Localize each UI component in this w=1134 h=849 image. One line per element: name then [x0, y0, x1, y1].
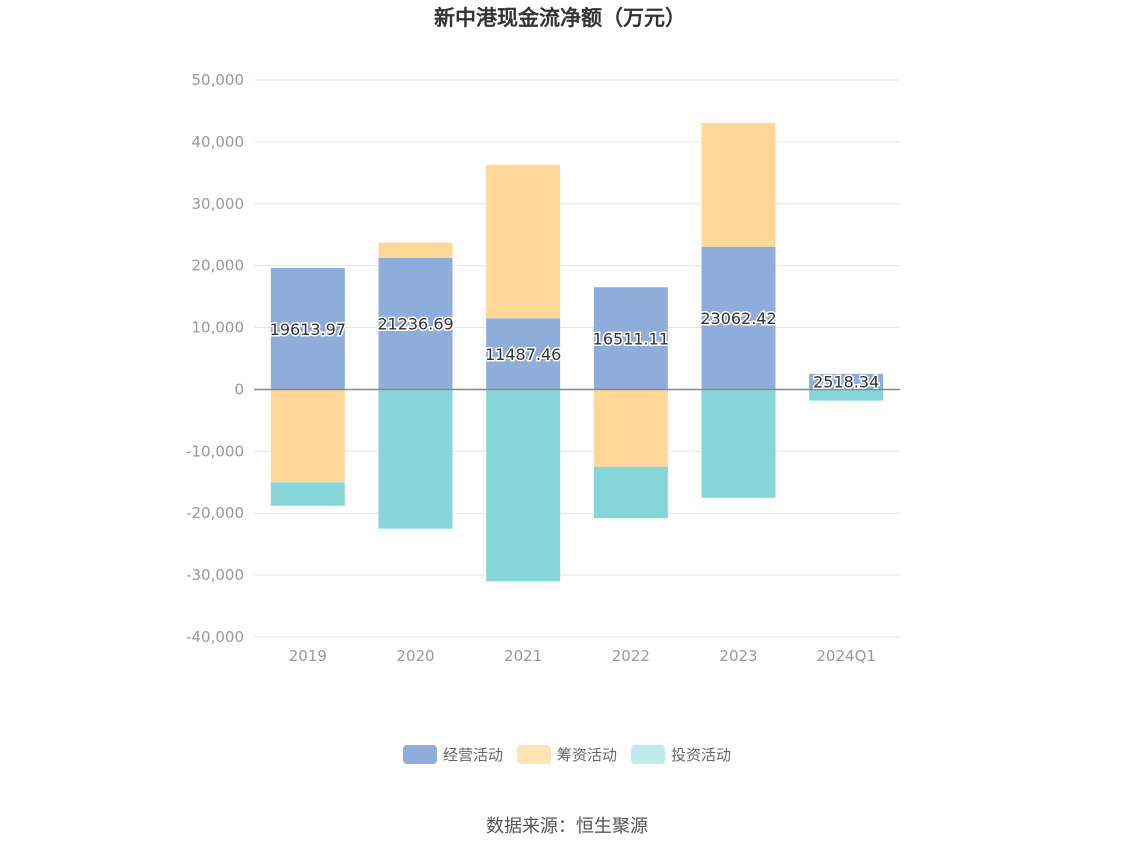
- y-tick-label: 50,000: [192, 71, 245, 89]
- bar-segment: [270, 389, 345, 483]
- y-tick-label: -10,000: [186, 442, 244, 460]
- x-tick-label: 2024Q1: [816, 647, 876, 665]
- bar-segment: [701, 389, 776, 498]
- bar-segment: [486, 164, 561, 319]
- bar-segment: [809, 389, 884, 401]
- legend: 经营活动 筹资活动 投资活动: [0, 744, 1134, 765]
- bar-segment: [378, 242, 453, 259]
- data-label: 19613.97: [270, 320, 346, 339]
- bar-segment: [378, 389, 453, 529]
- legend-swatch-investing: [631, 745, 665, 764]
- legend-label-financing: 筹资活动: [556, 746, 617, 764]
- grid-layer: [254, 79, 900, 638]
- y-tick-label: 20,000: [192, 257, 245, 275]
- bar-segment: [270, 482, 345, 506]
- y-tick-label: -30,000: [186, 566, 244, 584]
- x-tick-label: 2022: [612, 647, 650, 665]
- data-label: 23062.42: [700, 309, 776, 328]
- legend-item-financing[interactable]: 筹资活动: [516, 744, 617, 765]
- bar-segment: [486, 389, 561, 582]
- legend-item-operating[interactable]: 经营活动: [402, 744, 503, 765]
- x-tick-label: 2021: [504, 647, 542, 665]
- legend-swatch-operating: [402, 745, 437, 764]
- bar-segment: [378, 258, 453, 390]
- stacked-bar-chart: 19613.97 21236.69 11487.46 16511.11 23062.42…: [186, 71, 900, 665]
- y-tick-label: 10,000: [192, 319, 245, 337]
- bar-segment: [486, 318, 561, 390]
- x-tick-label: 2020: [396, 647, 434, 665]
- x-tick-label: 2023: [719, 647, 757, 665]
- data-label: 2518.34: [813, 373, 879, 392]
- y-tick-label: 40,000: [192, 133, 245, 151]
- x-tick-label: 2019: [289, 647, 327, 665]
- data-label: 16511.11: [593, 329, 669, 348]
- bar-segment: [593, 389, 668, 467]
- legend-swatch-financing: [516, 745, 551, 764]
- bar-segment: [270, 268, 345, 390]
- data-label: 21236.69: [377, 315, 453, 334]
- bar-segment: [593, 287, 668, 390]
- y-tick-label: 30,000: [192, 195, 245, 213]
- data-label-layer: 19613.97 21236.69 11487.46 16511.11 23062.42…: [268, 308, 881, 394]
- y-tick-label: -20,000: [186, 504, 244, 522]
- legend-label-operating: 经营活动: [442, 746, 503, 764]
- bar-segment: [593, 466, 668, 519]
- data-label: 11487.46: [485, 345, 561, 364]
- legend-item-investing[interactable]: 投资活动: [631, 744, 731, 765]
- bar-segment: [809, 373, 884, 390]
- source-note: 数据来源：恒生聚源: [486, 816, 648, 837]
- bar-layer: [270, 122, 884, 582]
- legend-label-investing: 投资活动: [671, 746, 732, 764]
- y-tick-label: -40,000: [186, 628, 244, 646]
- chart-title: 新中港现金流净额（万元）: [434, 6, 686, 30]
- bar-segment: [701, 122, 776, 247]
- y-tick-label: 0: [234, 380, 244, 398]
- axis-label-layer: 50,000 40,000 30,000 20,000 10,000 0 -10,000 -2…: [186, 71, 876, 665]
- bar-segment: [701, 246, 776, 390]
